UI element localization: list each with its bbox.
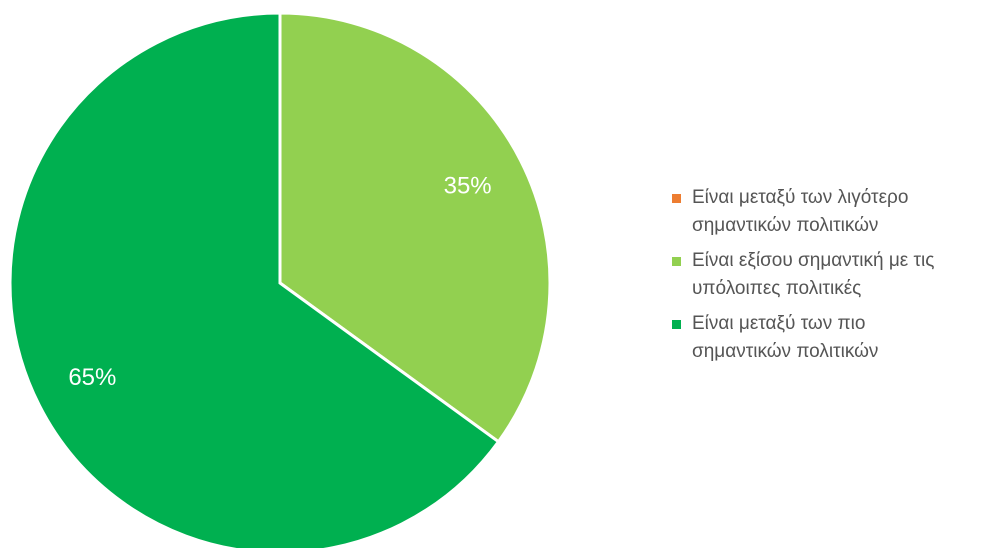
pie-data-labels: 35% 65%: [68, 173, 491, 391]
pie-slices: [8, 11, 552, 548]
legend-label-most-important-line2: σημαντικών πολιτικών: [692, 341, 879, 362]
data-label-equally-important: 35%: [444, 173, 492, 200]
legend: Είναι μεταξύ των λιγότερο σημαντικών πολ…: [672, 184, 972, 373]
legend-label-equally-important-line1: Είναι εξίσου σημαντική με τις: [692, 250, 935, 271]
pie-slice-most-important: [8, 11, 501, 548]
legend-label-equally-important-line2: υπόλοιπες πολιτικές: [692, 278, 862, 299]
legend-label-least-important-line2: σημαντικών πολιτικών: [692, 215, 879, 236]
legend-swatch-equally-important: [672, 257, 681, 266]
data-label-most-important: 65%: [68, 364, 116, 391]
legend-swatch-most-important: [672, 320, 681, 329]
legend-item-most-important: Είναι μεταξύ των πιο σημαντικών πολιτικώ…: [672, 310, 972, 366]
legend-item-least-important: Είναι μεταξύ των λιγότερο σημαντικών πολ…: [672, 184, 972, 240]
legend-label-least-important-line1: Είναι μεταξύ των λιγότερο: [692, 187, 909, 208]
pie-slice-equally-important: [278, 11, 552, 444]
legend-label-most-important-line1: Είναι μεταξύ των πιο: [692, 313, 866, 334]
legend-item-equally-important: Είναι εξίσου σημαντική με τις υπόλοιπες …: [672, 247, 972, 303]
legend-swatch-least-important: [672, 194, 681, 203]
